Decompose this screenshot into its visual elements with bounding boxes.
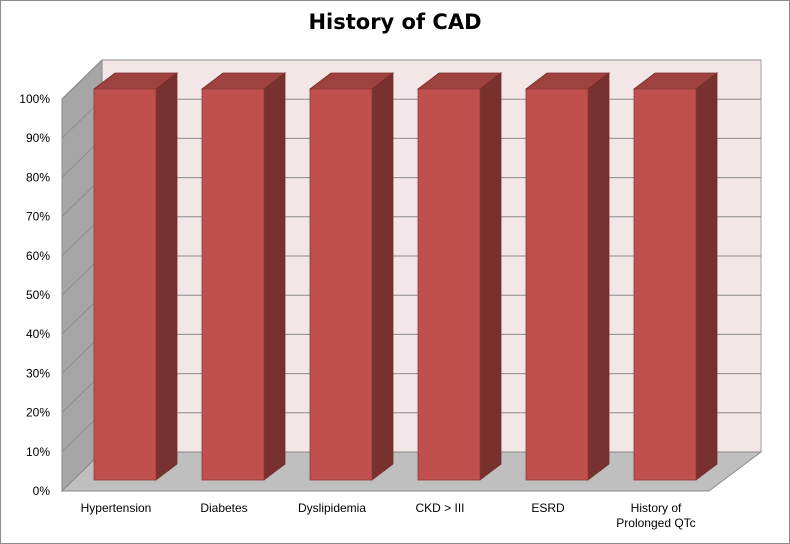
bar bbox=[416, 72, 503, 481]
bar bbox=[524, 72, 611, 481]
bar-side bbox=[587, 72, 610, 481]
bar bbox=[92, 72, 179, 481]
bar-front bbox=[525, 88, 589, 481]
bar-side bbox=[155, 72, 178, 481]
bar-front bbox=[633, 88, 697, 481]
bar-side bbox=[695, 72, 718, 481]
y-tick-label: 20% bbox=[26, 406, 50, 420]
y-tick-label: 70% bbox=[26, 210, 50, 224]
bar bbox=[308, 72, 395, 481]
bar-side bbox=[479, 72, 502, 481]
y-tick-label: 90% bbox=[26, 131, 50, 145]
bar-front bbox=[201, 88, 265, 481]
y-tick-label: 40% bbox=[26, 327, 50, 341]
bar-front bbox=[417, 88, 481, 481]
bar-side bbox=[263, 72, 286, 481]
y-tick-label: 0% bbox=[33, 484, 51, 498]
x-tick-label: ESRD bbox=[531, 501, 565, 515]
bar-front bbox=[93, 88, 157, 481]
x-tick-label: Diabetes bbox=[200, 501, 247, 515]
y-tick-label: 80% bbox=[26, 170, 50, 184]
gridline-side bbox=[61, 59, 103, 100]
x-tick-label: Prolonged QTc bbox=[616, 516, 695, 530]
x-tick-label: Dyslipidemia bbox=[298, 501, 366, 515]
y-tick-label: 10% bbox=[26, 445, 50, 459]
y-tick-label: 50% bbox=[26, 288, 50, 302]
y-tick-label: 60% bbox=[26, 249, 50, 263]
x-tick-label: History of bbox=[631, 501, 682, 515]
bar bbox=[632, 72, 719, 481]
chart-title: History of CAD bbox=[308, 10, 482, 34]
bar-front bbox=[309, 88, 373, 481]
x-tick-label: CKD > III bbox=[415, 501, 464, 515]
bar-side bbox=[371, 72, 394, 481]
x-tick-label: Hypertension bbox=[81, 501, 152, 515]
y-tick-label: 100% bbox=[19, 92, 50, 106]
y-tick-label: 30% bbox=[26, 366, 50, 380]
bar bbox=[200, 72, 287, 481]
